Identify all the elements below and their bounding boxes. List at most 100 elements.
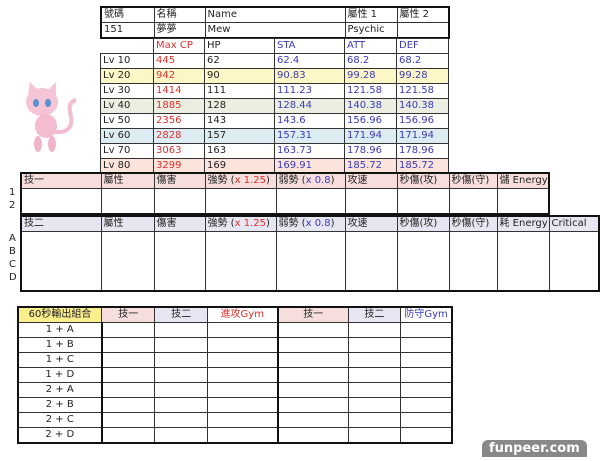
combo-label: 1 + B xyxy=(17,337,103,353)
combo-cell[interactable] xyxy=(154,352,208,368)
skill-cell[interactable] xyxy=(496,188,550,215)
combo-header: 進攻Gym xyxy=(206,306,279,323)
combo-row: 2 + D xyxy=(17,427,453,444)
skill-cell[interactable] xyxy=(344,231,398,292)
combo-cell[interactable] xyxy=(100,322,156,338)
combo-cell[interactable] xyxy=(276,397,349,413)
combo-cell[interactable] xyxy=(206,352,279,368)
combo-cell[interactable] xyxy=(347,352,402,368)
combo-cell[interactable] xyxy=(206,337,279,353)
skill-cell[interactable] xyxy=(20,188,102,215)
header-hp: HP xyxy=(204,38,275,54)
combo-row: 1 + C xyxy=(17,352,453,368)
pokemon-no: 151 xyxy=(100,22,155,39)
combo-cell[interactable] xyxy=(276,427,349,444)
combo-cell[interactable] xyxy=(400,367,453,383)
skill-cell[interactable] xyxy=(344,188,398,215)
combo-cell[interactable] xyxy=(276,352,349,368)
stat-sta: 157.31 xyxy=(274,128,345,144)
stat-sta: 90.83 xyxy=(274,68,345,84)
combo-cell[interactable] xyxy=(206,427,279,444)
combo-cell[interactable] xyxy=(276,367,349,383)
mew-image xyxy=(26,82,77,152)
header-text: 攻速 xyxy=(347,175,368,186)
skill-cell[interactable] xyxy=(153,188,206,215)
combo-cell[interactable] xyxy=(100,412,156,428)
skill-header-cell: 秒傷(攻) xyxy=(396,215,450,232)
combo-cell[interactable] xyxy=(100,352,156,368)
combo-cell[interactable] xyxy=(347,427,402,444)
combo-cell[interactable] xyxy=(100,427,156,444)
combo-cell[interactable] xyxy=(100,337,156,353)
skill-cell[interactable] xyxy=(275,231,346,292)
stat-att: 121.58 xyxy=(344,83,397,99)
combo-cell[interactable] xyxy=(154,382,208,398)
combo-cell[interactable] xyxy=(400,412,453,428)
combo-cell[interactable] xyxy=(400,427,453,444)
header-def: DEF xyxy=(396,38,449,54)
combo-cell[interactable] xyxy=(206,412,279,428)
skill-header-cell: 秒傷(攻) xyxy=(396,172,450,189)
combo-cell[interactable] xyxy=(154,367,208,383)
combo-cell[interactable] xyxy=(100,382,156,398)
skill-header-cell: 傷害 xyxy=(153,172,206,189)
combo-cell[interactable] xyxy=(347,382,402,398)
combo-cell[interactable] xyxy=(100,397,156,413)
skill-cell[interactable] xyxy=(204,188,277,215)
combo-cell[interactable] xyxy=(347,337,402,353)
skill-cell[interactable] xyxy=(396,188,450,215)
combo-header: 60秒輸出組合 xyxy=(17,306,103,323)
stats-row: Lv 40 1885 128 128.44 140.38 140.38 xyxy=(100,98,449,114)
skill1-table: 技一 屬性 傷害 強勢 (x 1.25) 弱勢 (x 0.8) 攻速 秒傷(攻) 秒傷(守) 儲… xyxy=(20,172,550,215)
combo-cell[interactable] xyxy=(206,397,279,413)
skill-header-cell: 傷害 xyxy=(153,215,206,232)
combo-cell[interactable] xyxy=(154,412,208,428)
combo-cell[interactable] xyxy=(347,322,402,338)
skill-cell[interactable] xyxy=(548,231,600,292)
skill-cell[interactable] xyxy=(448,188,498,215)
skill-cell[interactable] xyxy=(204,231,277,292)
skill-cell[interactable] xyxy=(100,188,155,215)
header-text: x 0.8 xyxy=(305,218,331,229)
skill-cell[interactable] xyxy=(496,231,550,292)
combo-cell[interactable] xyxy=(206,382,279,398)
skill-cell[interactable] xyxy=(20,231,102,292)
header-text: 屬性 xyxy=(103,175,124,186)
combo-cell[interactable] xyxy=(400,322,453,338)
stats-table: Max CP HP STA ATT DEF Lv 10 445 62 62.4 68.2 68.2… xyxy=(100,38,449,174)
skill-cell[interactable] xyxy=(396,231,450,292)
skill-cell[interactable] xyxy=(275,188,346,215)
stat-lv: Lv 60 xyxy=(100,128,154,144)
stat-att: 68.2 xyxy=(344,53,397,69)
combo-cell[interactable] xyxy=(154,337,208,353)
header-text: 秒傷(守) xyxy=(451,175,490,186)
combo-cell[interactable] xyxy=(347,397,402,413)
combo-cell[interactable] xyxy=(347,412,402,428)
combo-cell[interactable] xyxy=(276,412,349,428)
combo-cell[interactable] xyxy=(276,382,349,398)
combo-cell[interactable] xyxy=(400,352,453,368)
combo-cell[interactable] xyxy=(276,337,349,353)
combo-cell[interactable] xyxy=(276,322,349,338)
skill-cell[interactable] xyxy=(448,231,498,292)
stats-row: Lv 30 1414 111 111.23 121.58 121.58 xyxy=(100,83,449,99)
stat-hp: 143 xyxy=(204,113,275,129)
combo-cell[interactable] xyxy=(100,367,156,383)
combo-row: 1 + D xyxy=(17,367,453,383)
skill-cell[interactable] xyxy=(153,231,206,292)
stats-row: Lv 60 2828 157 157.31 171.94 171.94 xyxy=(100,128,449,144)
watermark: funpeer.com xyxy=(482,440,587,457)
combo-cell[interactable] xyxy=(400,397,453,413)
combo-cell[interactable] xyxy=(347,367,402,383)
combo-cell[interactable] xyxy=(206,322,279,338)
skill-cell[interactable] xyxy=(100,231,155,292)
combo-cell[interactable] xyxy=(206,367,279,383)
combo-cell[interactable] xyxy=(400,337,453,353)
combo-cell[interactable] xyxy=(400,382,453,398)
combo-header: 技二 xyxy=(347,306,402,323)
combo-cell[interactable] xyxy=(154,397,208,413)
header-text: ) xyxy=(265,218,270,229)
combo-cell[interactable] xyxy=(154,427,208,444)
combo-cell[interactable] xyxy=(154,322,208,338)
